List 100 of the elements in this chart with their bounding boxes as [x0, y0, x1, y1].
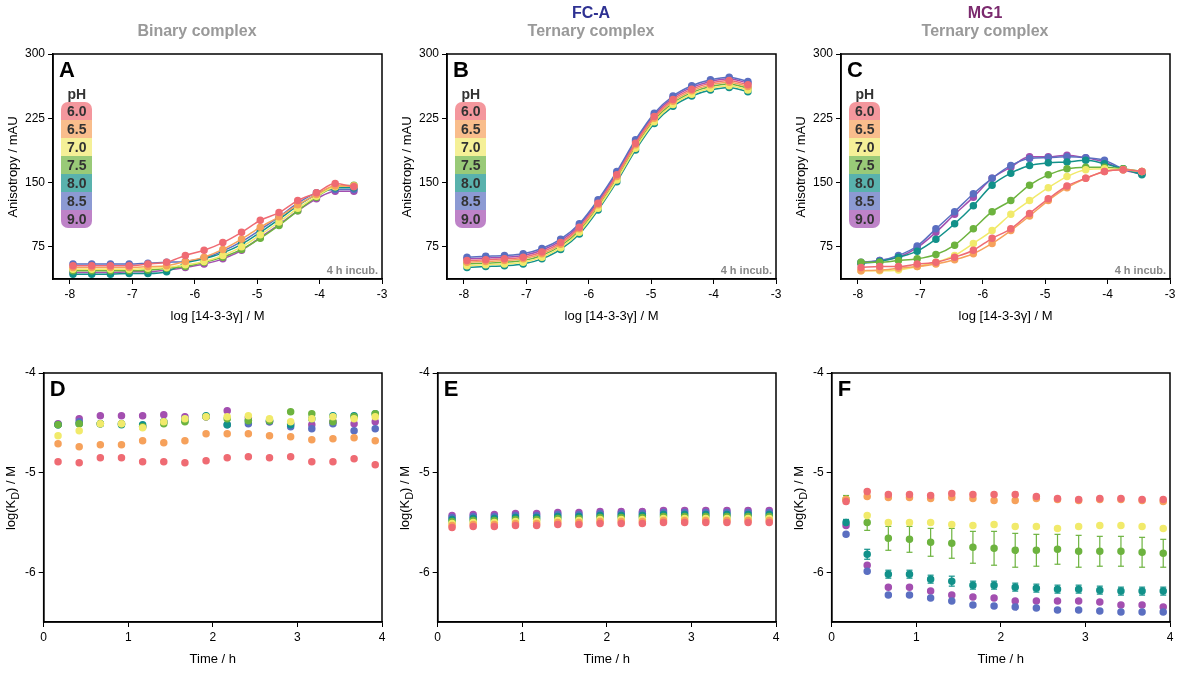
text: 7.0 — [455, 138, 487, 156]
y-tick-label: 150 — [24, 174, 46, 189]
y-tick-label: -4 — [419, 365, 430, 380]
x-tick-label: -4 — [314, 286, 326, 301]
x-tick-label: 3 — [294, 629, 302, 644]
annotation: C — [847, 57, 864, 83]
y-tick-label: -6 — [813, 564, 824, 579]
text: 6.0 — [455, 102, 487, 120]
annotation: B — [453, 57, 469, 83]
legend-title: pH — [854, 86, 876, 102]
annotation: E — [443, 376, 459, 402]
chart-title: MG1 — [966, 4, 1004, 22]
y-tick-label: 225 — [418, 110, 440, 125]
x-tick-label: -8 — [64, 286, 76, 301]
text: 8.0 — [849, 174, 881, 192]
annotation: 4 h incub. — [720, 263, 772, 276]
y-tick-label: 300 — [418, 46, 440, 61]
x-tick-label: 1 — [912, 629, 920, 644]
y-tick-label: -5 — [419, 464, 430, 479]
x-axis-title: log [14-3-3γ] / M — [958, 307, 1053, 323]
y-tick-label: -6 — [25, 564, 36, 579]
text: 8.5 — [849, 192, 881, 210]
text: 8.5 — [455, 192, 487, 210]
text: 7.0 — [849, 138, 881, 156]
annotation: 4 h incub. — [1114, 263, 1166, 276]
text: 7.0 — [61, 138, 93, 156]
x-tick-label: -7 — [126, 286, 138, 301]
x-axis-title: Time / h — [583, 650, 631, 666]
x-tick-label: -5 — [645, 286, 657, 301]
text: 6.0 — [849, 102, 881, 120]
x-axis-title: Time / h — [189, 650, 237, 666]
x-tick-label: -6 — [189, 286, 201, 301]
y-tick-label: 225 — [812, 110, 834, 125]
x-tick-label: -7 — [914, 286, 926, 301]
x-tick-label: -8 — [852, 286, 864, 301]
text: 7.5 — [849, 156, 881, 174]
text: 9.0 — [61, 210, 93, 228]
x-tick-label: -3 — [770, 286, 782, 301]
annotation: F — [837, 376, 852, 402]
x-tick-label: -8 — [458, 286, 470, 301]
y-tick-label: -6 — [419, 564, 430, 579]
text: 8.0 — [455, 174, 487, 192]
x-axis-title: log [14-3-3γ] / M — [564, 307, 659, 323]
x-tick-label: 0 — [434, 629, 442, 644]
x-tick-label: 0 — [828, 629, 836, 644]
x-tick-label: -3 — [376, 286, 388, 301]
x-tick-label: -5 — [1039, 286, 1051, 301]
y-tick-label: -4 — [813, 365, 824, 380]
text: 6.5 — [849, 120, 881, 138]
y-tick-label: 225 — [24, 110, 46, 125]
chart-title: FC-A — [570, 4, 612, 22]
y-tick-label: -5 — [813, 464, 824, 479]
y-tick-label: -5 — [25, 464, 36, 479]
x-tick-label: 3 — [688, 629, 696, 644]
x-tick-label: 4 — [378, 629, 386, 644]
y-axis-title: Anisotropy / mAU — [792, 115, 808, 218]
y-axis-title: Anisotropy / mAU — [4, 115, 20, 218]
x-tick-label: 2 — [997, 629, 1005, 644]
text: 6.5 — [455, 120, 487, 138]
x-tick-label: -7 — [520, 286, 532, 301]
x-tick-label: -4 — [1102, 286, 1114, 301]
annotation: A — [59, 57, 76, 83]
y-tick-label: -4 — [25, 365, 36, 380]
text: 6.5 — [61, 120, 93, 138]
annotation: 4 h incub. — [326, 263, 378, 276]
chart-subtitle: Ternary complex — [920, 22, 1050, 40]
x-axis-title: log [14-3-3γ] / M — [170, 307, 265, 323]
x-tick-label: -6 — [977, 286, 989, 301]
text: 8.5 — [61, 192, 93, 210]
text: 9.0 — [849, 210, 881, 228]
y-tick-label: 150 — [812, 174, 834, 189]
text: 6.0 — [61, 102, 93, 120]
annotation: D — [49, 376, 66, 402]
x-tick-label: 0 — [40, 629, 48, 644]
text: 9.0 — [455, 210, 487, 228]
x-tick-label: 1 — [124, 629, 132, 644]
text: 7.5 — [61, 156, 93, 174]
legend-title: pH — [66, 86, 88, 102]
text: 7.5 — [455, 156, 487, 174]
x-tick-label: 3 — [1082, 629, 1090, 644]
y-tick-label: 75 — [819, 239, 834, 254]
x-tick-label: 4 — [772, 629, 780, 644]
text: 8.0 — [61, 174, 93, 192]
y-tick-label: 75 — [31, 239, 46, 254]
x-tick-label: 4 — [1166, 629, 1174, 644]
legend-title: pH — [460, 86, 482, 102]
y-tick-label: 75 — [425, 239, 440, 254]
chart-subtitle: Binary complex — [136, 22, 258, 40]
x-tick-label: 2 — [603, 629, 611, 644]
x-tick-label: -5 — [251, 286, 263, 301]
y-axis-title: Anisotropy / mAU — [398, 115, 414, 218]
chart-subtitle: Ternary complex — [526, 22, 656, 40]
x-tick-label: -6 — [583, 286, 595, 301]
y-tick-label: 300 — [812, 46, 834, 61]
x-tick-label: -4 — [708, 286, 720, 301]
y-tick-label: 300 — [24, 46, 46, 61]
x-tick-label: -3 — [1164, 286, 1176, 301]
y-tick-label: 150 — [418, 174, 440, 189]
x-tick-label: 2 — [209, 629, 217, 644]
x-axis-title: Time / h — [977, 650, 1025, 666]
